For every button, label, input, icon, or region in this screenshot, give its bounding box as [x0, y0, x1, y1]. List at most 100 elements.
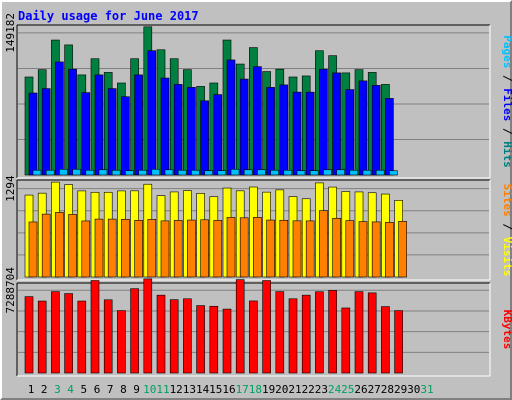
bar-pages	[230, 168, 240, 176]
x-tick-label: 19	[262, 383, 275, 396]
bar-kbytes	[183, 298, 192, 374]
x-tick-label: 23	[315, 383, 328, 396]
bar-pages	[349, 169, 359, 176]
x-tick-label: 3	[54, 383, 61, 396]
bar-pages	[59, 168, 68, 176]
bar-pages	[98, 169, 108, 176]
x-tick-label: 9	[133, 383, 140, 396]
bar-sites	[385, 222, 394, 278]
x-tick-label: 13	[183, 383, 196, 396]
bar-pages	[32, 169, 42, 176]
legend-item: Pages	[501, 35, 512, 68]
x-tick-label: 28	[381, 383, 394, 396]
x-tick-label: 12	[170, 383, 183, 396]
bar-files	[385, 98, 394, 176]
bar-kbytes	[235, 279, 245, 374]
bar-pages	[323, 169, 332, 176]
x-tick-label: 26	[354, 383, 367, 396]
legend-item: KBytes	[501, 310, 512, 350]
bar-files	[213, 94, 223, 176]
bar-files	[134, 74, 143, 176]
bar-pages	[336, 169, 345, 176]
legend-item: /	[501, 121, 512, 141]
bar-kbytes	[249, 300, 258, 374]
panel-middle: 1294 Sites / Visits	[4, 175, 512, 281]
bar-kbytes	[394, 310, 403, 374]
bar-sites	[81, 220, 91, 278]
x-tick-label: 8	[120, 383, 127, 396]
x-tick-label: 2	[41, 383, 48, 396]
bar-pages	[375, 169, 385, 176]
bar-pages	[270, 169, 279, 176]
x-tick-label: 29	[394, 383, 407, 396]
bar-sites	[332, 217, 341, 278]
bar-sites	[398, 221, 407, 278]
bar-kbytes	[262, 280, 271, 374]
bar-files	[200, 100, 209, 176]
bar-kbytes	[117, 310, 126, 374]
bar-sites	[279, 219, 289, 278]
bar-kbytes	[341, 307, 351, 374]
bar-files	[266, 87, 275, 176]
bar-pages	[45, 169, 55, 176]
bar-kbytes	[37, 300, 47, 374]
bar-kbytes	[209, 305, 219, 374]
legend-bottom: KBytes	[501, 310, 512, 350]
bar-files	[292, 91, 302, 176]
bar-files	[332, 72, 341, 176]
x-tick-label: 11	[156, 383, 169, 396]
bar-files	[226, 59, 236, 176]
bar-sites	[358, 221, 368, 278]
bar-sites	[160, 220, 170, 278]
bar-files	[55, 61, 64, 176]
bar-files	[68, 68, 77, 176]
bar-files	[187, 87, 196, 176]
x-tick-label: 27	[368, 383, 381, 396]
x-tick-label: 1	[28, 383, 35, 396]
y-tick-label: 1294	[4, 175, 17, 202]
legend-middle: Sites / Visits	[501, 184, 512, 277]
legend-item: Sites	[501, 184, 512, 217]
bar-sites	[121, 219, 130, 278]
bar-kbytes	[328, 290, 337, 374]
x-tick-label: 22	[302, 383, 315, 396]
bar-files	[107, 88, 117, 176]
bar-kbytes	[169, 299, 179, 374]
bar-sites	[253, 217, 262, 278]
bar-files	[371, 85, 381, 176]
y-tick-label: 7288704	[4, 267, 17, 314]
bar-pages	[362, 169, 372, 176]
bar-pages	[204, 170, 213, 176]
bar-sites	[68, 214, 77, 278]
bar-pages	[151, 168, 161, 176]
bar-kbytes	[156, 294, 166, 374]
bar-files	[41, 88, 51, 176]
legend-item: Files	[501, 88, 512, 121]
bar-kbytes	[275, 291, 285, 374]
bar-files	[160, 77, 170, 176]
bar-pages	[283, 169, 293, 176]
bar-sites	[107, 218, 117, 278]
bar-sites	[55, 212, 64, 278]
bar-sites	[28, 221, 38, 278]
bar-kbytes	[130, 288, 139, 374]
panel-top: 149182 Pages / Files / Hits	[4, 13, 512, 179]
bar-sites	[200, 219, 209, 278]
bar-pages	[191, 169, 200, 176]
chart-title: Daily usage for June 2017	[18, 9, 199, 23]
y-tick-label: 149182	[4, 13, 17, 53]
x-tick-label: 30	[407, 383, 420, 396]
bar-pages	[164, 169, 174, 176]
legend-item: Hits	[501, 141, 512, 168]
bar-pages	[243, 169, 253, 176]
bar-pages	[296, 170, 306, 176]
legend-item: /	[501, 217, 512, 237]
bar-sites	[305, 220, 315, 278]
bar-pages	[257, 169, 266, 176]
bar-kbytes	[64, 293, 73, 374]
bar-kbytes	[143, 278, 153, 374]
bar-kbytes	[288, 298, 298, 374]
x-tick-label: 6	[94, 383, 101, 396]
bar-pages	[177, 169, 187, 176]
bar-pages	[309, 170, 319, 176]
